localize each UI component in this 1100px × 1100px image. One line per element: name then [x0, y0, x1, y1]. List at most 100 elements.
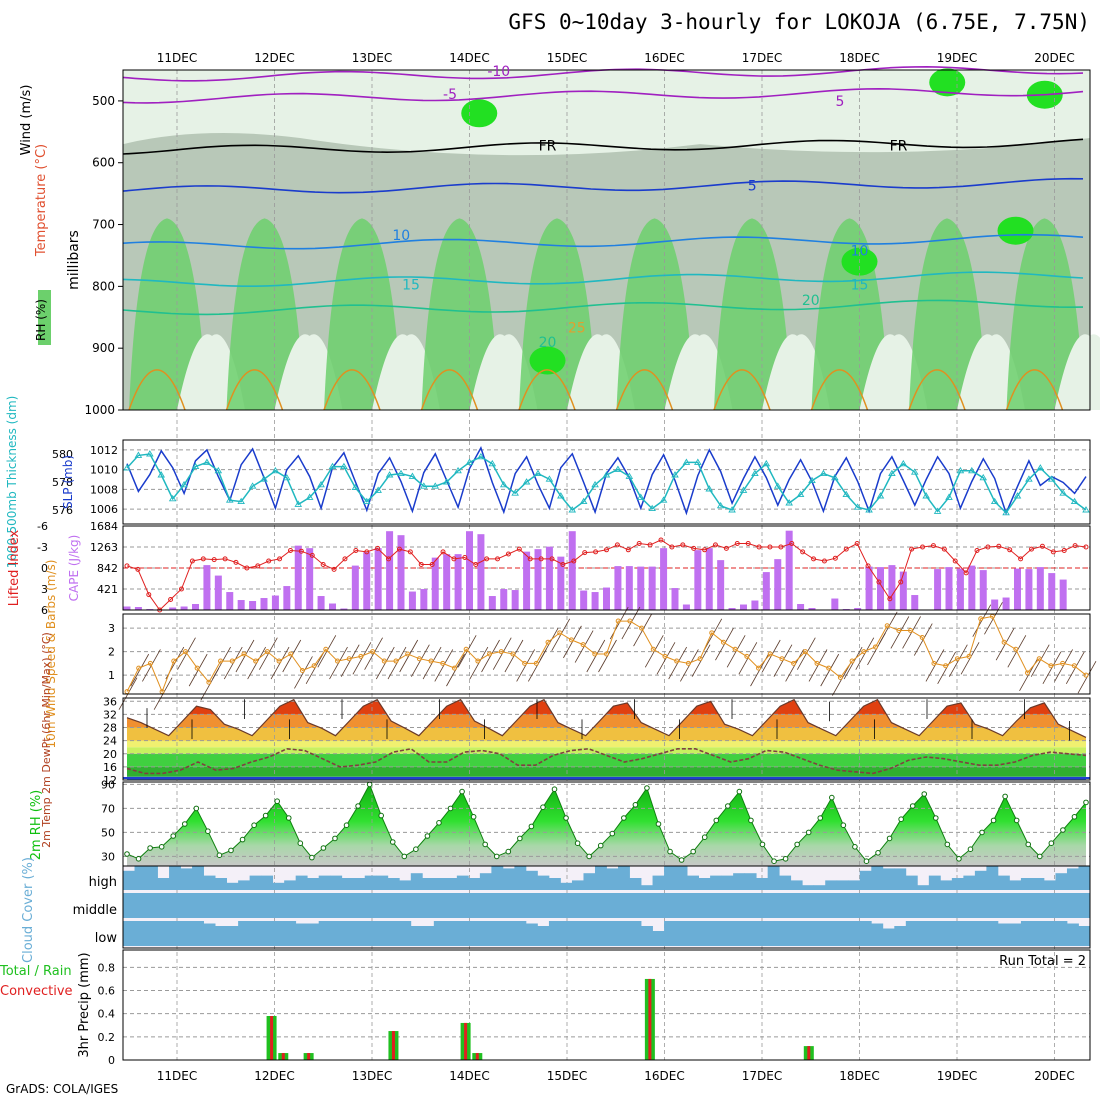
x-date-bottom: 13DEC [352, 1069, 392, 1083]
cape-bar [397, 535, 405, 610]
cloud-bar-low [238, 921, 251, 946]
wind-point [381, 658, 387, 664]
cloud-bar-low [940, 921, 953, 946]
cape-bar [899, 571, 907, 610]
cape-bar [911, 595, 919, 610]
thickness-point [694, 458, 702, 465]
x-date-bottom: 15DEC [547, 1069, 587, 1083]
x-date-top: 18DEC [839, 51, 879, 65]
thickness-point [374, 486, 382, 493]
cloud-bar-middle [145, 893, 158, 918]
cloud-bar-middle [896, 893, 909, 918]
cape-bar [1059, 579, 1067, 610]
rh-point [886, 835, 893, 842]
cloud-bar-middle [919, 893, 932, 918]
thickness-point [842, 490, 851, 498]
cape-bar [934, 569, 942, 610]
li-point [1029, 546, 1035, 552]
wind-point [650, 646, 656, 652]
isotherm-line [122, 177, 1084, 194]
li-point [353, 548, 359, 553]
cloud-bar-low [825, 921, 838, 946]
wind-point [592, 651, 598, 657]
precip-conv-bar [270, 1016, 274, 1060]
cloud-bar-middle [657, 893, 670, 918]
cloud-bar-middle [930, 893, 943, 918]
li-point [843, 546, 849, 552]
li-point [396, 546, 402, 552]
cloud-bar-middle [339, 893, 351, 918]
ylabel-cape: CAPE (J/kg) [67, 535, 81, 602]
cloud-bar-high [951, 878, 964, 890]
cloud-bar-low [1032, 921, 1045, 946]
li-point [309, 552, 315, 558]
cloud-bar-low [779, 921, 792, 946]
cloud-bar-middle [578, 893, 590, 918]
cloud-bar-high [169, 866, 181, 890]
cloud-bar-middle [737, 893, 750, 918]
cloud-bar-low [341, 921, 354, 946]
thickness-point [728, 506, 736, 513]
wind-point [919, 635, 925, 641]
li-point [941, 546, 947, 552]
rh-point [690, 848, 696, 855]
cloud-bar-middle [634, 893, 647, 918]
cloud-bar-middle [327, 893, 340, 918]
wind-point [206, 679, 212, 685]
rh-point [829, 794, 835, 801]
temp-tick-label: 12 [103, 774, 117, 787]
cape-bar [762, 572, 770, 610]
cloud-bar-high [664, 866, 676, 890]
cloud-bar-middle [430, 893, 442, 918]
li-point [135, 566, 141, 572]
cloud-bar-low [203, 923, 216, 946]
cloud-bar-middle [157, 893, 169, 918]
li-point [200, 556, 206, 562]
li-point [767, 544, 773, 550]
rh-point [979, 829, 985, 836]
cape-bar [591, 592, 599, 610]
cloud-bar-low [767, 921, 780, 946]
cloud-bar-low [997, 923, 1010, 946]
cloud-bar-low [134, 921, 147, 946]
cape-bar [1025, 569, 1033, 610]
li-point [625, 547, 631, 553]
rh-tick-label: 90 [101, 778, 115, 791]
cloud-bar-middle [976, 893, 989, 918]
cloud-bar-middle [202, 893, 215, 918]
cloud-bar-low [157, 921, 170, 946]
cloud-bar-low [514, 921, 527, 946]
rh-point [528, 823, 535, 830]
ylabel-precip: 3hr Precip (mm) [77, 952, 92, 1057]
x-date-bottom: 20DEC [1034, 1069, 1074, 1083]
x-date-top: 17DEC [742, 51, 782, 65]
li-point [691, 545, 697, 551]
wind-point [615, 618, 621, 624]
page-title: GFS 0~10day 3-hourly for LOKOJA (6.75E, … [508, 10, 1090, 34]
wind-point [884, 623, 890, 629]
li-point [1007, 547, 1013, 553]
thickness-point [933, 507, 942, 514]
cloud-bar-low [123, 921, 135, 946]
rh-point [967, 846, 974, 853]
cape-bar [991, 599, 999, 610]
cape-bar [568, 531, 576, 610]
cape-bar [705, 548, 713, 610]
rh-point [609, 830, 616, 837]
rh-point [944, 841, 951, 848]
cape-bar [682, 604, 690, 610]
wind-point [475, 658, 481, 664]
thickness-point [876, 492, 885, 499]
thickness-point [1025, 475, 1033, 482]
cloud-bar-low [560, 921, 573, 946]
li-line [126, 539, 1087, 611]
li-point [146, 592, 152, 598]
li-point [429, 562, 435, 567]
cloud-bar-high [894, 868, 907, 890]
rh-point [355, 803, 361, 809]
slp-tick-label: 1012 [90, 444, 118, 457]
ylabel-thickness: 1000-500mb Thickness (dm) [5, 396, 19, 569]
rh-line [126, 783, 1087, 862]
rh-point [1071, 814, 1078, 820]
